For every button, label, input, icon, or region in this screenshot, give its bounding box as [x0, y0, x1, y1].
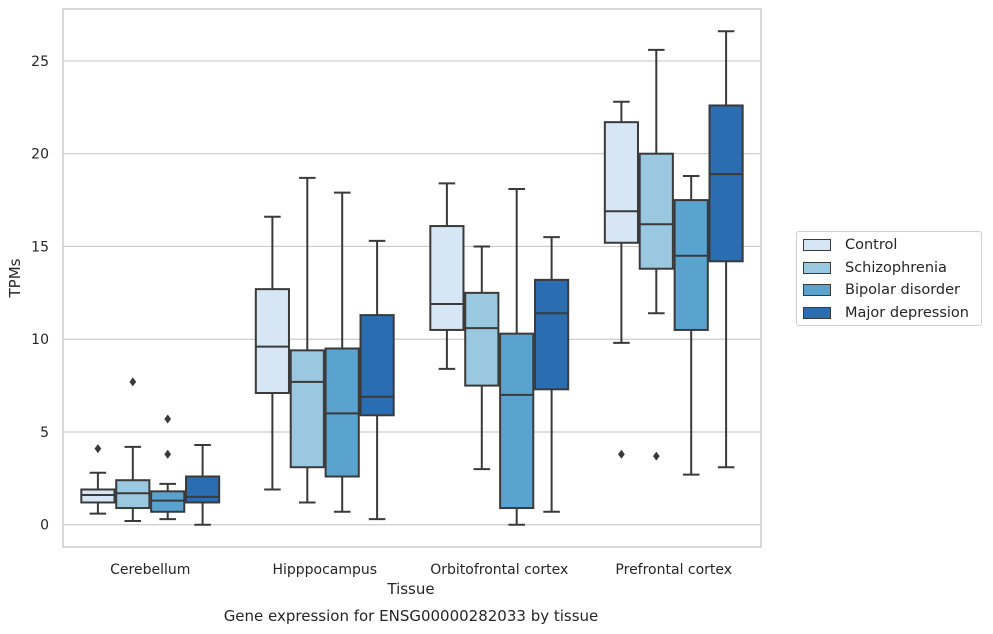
y-tick-labels: 0 5 10 15 20 25 — [31, 54, 49, 534]
y-axis-label: TPMs — [6, 258, 24, 298]
outlier-point — [94, 444, 102, 454]
legend-item: Major depression — [803, 303, 969, 323]
box-iqr — [429, 225, 465, 331]
plot-frame — [62, 8, 762, 548]
box-iqr — [359, 314, 395, 417]
outlier-point — [164, 414, 172, 424]
x-tick-label: Hipppocampus — [272, 562, 377, 578]
box-iqr — [185, 475, 221, 504]
box-schizophrenia — [638, 48, 674, 461]
plot-area — [80, 30, 744, 526]
box-iqr — [254, 288, 290, 395]
box-iqr — [464, 291, 500, 387]
legend-item: Control — [803, 235, 897, 255]
box-major-depression — [708, 30, 744, 469]
box-schizophrenia — [115, 377, 151, 523]
box-schizophrenia — [464, 245, 500, 471]
x-axis-label: Tissue — [386, 580, 434, 598]
outlier-point — [129, 377, 137, 387]
box-control — [429, 182, 465, 370]
y-tick-label: 0 — [40, 518, 49, 534]
box-iqr — [638, 152, 674, 270]
y-tick-label: 5 — [40, 425, 49, 441]
legend-swatch — [803, 284, 831, 296]
box-major-depression — [534, 236, 570, 513]
box-iqr — [534, 278, 570, 391]
legend-label: Bipolar disorder — [845, 282, 960, 298]
box-control — [80, 444, 116, 515]
legend-swatch — [803, 239, 831, 251]
legend-item: Bipolar disorder — [803, 280, 960, 300]
box-iqr — [289, 349, 325, 469]
box-iqr — [499, 332, 535, 510]
legend-label: Control — [845, 237, 898, 253]
box-iqr — [708, 104, 744, 263]
box-bipolar-disorder — [499, 187, 535, 526]
x-tick-label: Cerebellum — [110, 562, 190, 578]
box-major-depression — [185, 443, 221, 526]
figure-caption: Gene expression for ENSG00000282033 by t… — [224, 607, 599, 625]
x-tick-labels: Cerebellum Hipppocampus Orbitofrontal cort… — [110, 562, 732, 578]
box-iqr — [603, 121, 639, 244]
box-major-depression — [359, 239, 395, 521]
outlier-point — [652, 451, 660, 461]
y-tick-label: 10 — [31, 332, 49, 348]
legend-swatch — [803, 261, 831, 274]
outlier-point — [164, 449, 172, 459]
box-control — [254, 215, 290, 491]
y-tick-label: 20 — [31, 147, 49, 163]
grid-lines — [63, 60, 761, 526]
legend: Control Schizophrenia Bipolar disorder Majo… — [796, 231, 982, 326]
box-iqr — [673, 199, 709, 331]
legend-swatch — [803, 306, 831, 319]
box-bipolar-disorder — [673, 174, 709, 476]
y-tick-label: 25 — [31, 54, 49, 70]
box-bipolar-disorder — [324, 191, 360, 513]
legend-label: Schizophrenia — [845, 259, 947, 276]
box-bipolar-disorder — [150, 414, 186, 521]
outlier-point — [618, 449, 625, 459]
x-tick-label: Orbitofrontal cortex — [430, 562, 568, 578]
legend-item: Schizophrenia — [803, 258, 947, 278]
box-control — [603, 100, 639, 459]
legend-label: Major depression — [845, 304, 969, 321]
x-tick-label: Prefrontal cortex — [615, 562, 732, 578]
y-tick-label: 15 — [31, 239, 49, 255]
box-schizophrenia — [289, 176, 325, 504]
